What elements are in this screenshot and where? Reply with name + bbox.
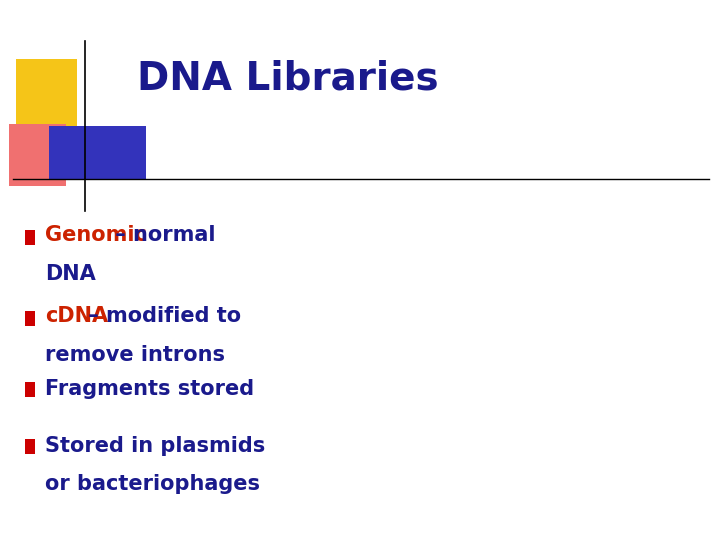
Text: remove introns: remove introns — [45, 345, 225, 365]
Text: Genomic: Genomic — [45, 225, 146, 245]
Bar — [25, 310, 35, 326]
Bar — [9, 124, 66, 186]
Bar — [25, 382, 35, 397]
Bar — [25, 230, 35, 245]
Text: – modified to: – modified to — [81, 306, 240, 326]
Text: – normal: – normal — [108, 225, 215, 245]
Bar — [25, 439, 35, 454]
Text: DNA Libraries: DNA Libraries — [137, 59, 438, 97]
Bar — [49, 126, 146, 180]
Text: or bacteriophages: or bacteriophages — [45, 474, 260, 495]
Text: Stored in plasmids: Stored in plasmids — [45, 435, 265, 456]
Text: DNA: DNA — [45, 264, 95, 284]
Text: cDNA: cDNA — [45, 306, 108, 326]
Bar — [16, 59, 77, 130]
Text: Fragments stored: Fragments stored — [45, 379, 253, 399]
